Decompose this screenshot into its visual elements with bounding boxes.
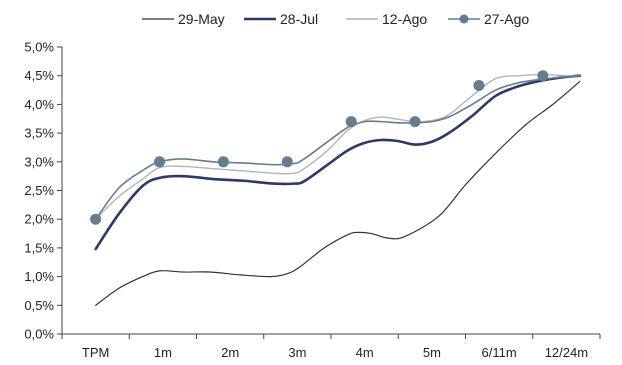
x-tick-label: 12/24m: [545, 345, 588, 360]
plot-series: [90, 70, 582, 306]
legend-marker-27-ago: [459, 14, 469, 24]
legend-label-29-may: 29-May: [178, 11, 225, 27]
legend-label-12-ago: 12-Ago: [382, 11, 427, 27]
y-tick-label: 1,5%: [24, 240, 54, 255]
y-tick-label: 3,5%: [24, 126, 54, 141]
y-tick-label: 2,5%: [24, 183, 54, 198]
y-tick-label: 0,5%: [24, 298, 54, 313]
series-point-27-ago: [537, 70, 549, 82]
y-tick-label: 5,0%: [24, 40, 54, 55]
x-tick-label: 4m: [356, 345, 374, 360]
x-axis: TPM 1m 2m 3m 4m 5m 6/11m 12/24m: [61, 333, 601, 360]
series-line-28-jul: [94, 74, 582, 251]
legend-label-27-ago: 27-Ago: [484, 11, 529, 27]
y-tick-label: 4,5%: [24, 68, 54, 83]
series-point-27-ago: [217, 156, 229, 168]
series-line-12-ago: [94, 73, 581, 220]
series-point-27-ago: [90, 213, 102, 225]
series-point-27-ago: [409, 116, 421, 128]
y-tick-label: 3,0%: [24, 154, 54, 169]
x-tick-label: 5m: [423, 345, 441, 360]
series-point-27-ago: [281, 156, 293, 168]
legend: 29-May 28-Jul 12-Ago 27-Ago: [142, 11, 529, 27]
series-point-27-ago: [473, 79, 485, 91]
y-axis: 0,0% 0,5% 1,0% 1,5% 2,0% 2,5% 3,0% 3,5% 4,0% 4,5%…: [24, 40, 63, 342]
x-tick-label: 6/11m: [482, 345, 517, 360]
series-point-27-ago: [345, 116, 357, 128]
x-tick-label: 3m: [288, 345, 306, 360]
y-tick-label: 2,0%: [24, 212, 54, 227]
x-tick-label: 1m: [154, 345, 172, 360]
legend-label-28-jul: 28-Jul: [280, 11, 318, 27]
y-tick-label: 0,0%: [24, 327, 54, 342]
series-line-27-ago: [94, 74, 581, 220]
x-tick-label: TPM: [82, 345, 109, 360]
y-tick-label: 4,0%: [24, 97, 54, 112]
series-point-27-ago: [154, 156, 166, 168]
y-tick-label: 1,0%: [24, 269, 54, 284]
series-line-29-may: [95, 80, 581, 306]
x-tick-label: 2m: [221, 345, 239, 360]
